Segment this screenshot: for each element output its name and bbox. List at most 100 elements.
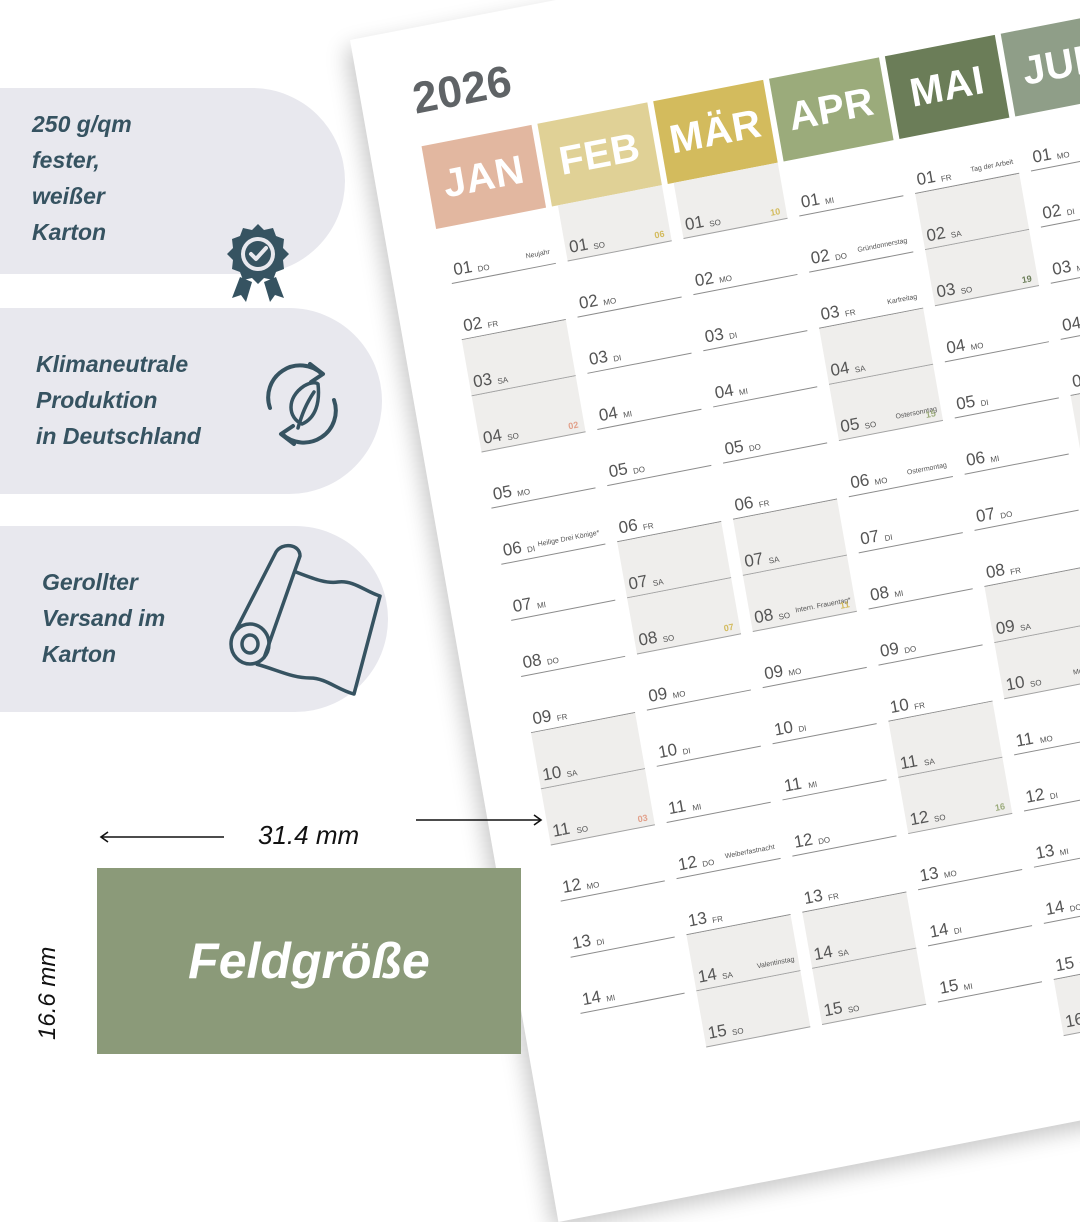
weekday-label: DO [701,857,716,869]
weekday-label: SO [731,1026,745,1038]
weekday-label: MI [1059,846,1070,858]
day-number: 05 [491,481,514,504]
day-number: 15 [822,997,844,1021]
day-number: 07 [742,548,765,572]
width-label: 31.4 mm [258,820,360,850]
day-number: 05 [607,459,630,482]
week-number: 06 [653,228,666,241]
feature-pill-climate: Klimaneutrale Produktion in Deutschland [0,308,382,494]
weekday-label: SA [652,577,665,589]
weekday-label: DI [883,532,894,544]
day-number: 01 [915,166,938,190]
day-number: 07 [974,503,997,527]
calendar-year: 2026 [409,56,516,124]
weekday-label: SO [847,1003,861,1015]
weekday-label: DO [817,835,831,847]
weekday-label: DO [632,464,646,476]
weekday-label: DI [728,330,738,342]
weekday-label: DO [476,262,491,274]
day-number: 09 [531,706,553,729]
day-number: 14 [1043,896,1066,920]
weekday-label: DO [834,251,848,263]
day-number: 02 [461,313,484,336]
feature-text-paper: 250 g/qm fester, weißer Karton [32,111,132,245]
day-number: 10 [1004,672,1027,695]
weekday-label: MI [536,600,547,611]
weekday-label: DI [595,937,606,948]
weekday-label: DO [903,644,918,656]
weekday-label: SA [837,947,850,959]
holiday-label: Muttertag [1072,664,1080,677]
day-number: 10 [656,739,679,763]
weekday-label: DO [999,509,1014,521]
weekday-label: DI [612,353,623,364]
day-number: 11 [550,818,572,841]
weekday-label: MO [873,475,889,487]
day-number: 08 [636,627,659,650]
day-number: 02 [577,290,600,313]
day-number: 09 [994,616,1017,639]
weekday-label: SO [1029,677,1043,689]
weekday-label: MI [691,802,703,813]
weekday-label: SA [950,228,963,240]
day-number: 03 [819,301,842,325]
day-number: 11 [1014,728,1035,751]
feature-text-shipping: Gerollter Versand im Karton [42,569,166,667]
day-number: 04 [481,425,504,448]
weekday-label: MO [602,296,617,308]
weekday-label: SA [1019,621,1032,633]
month-columns: JAN 01 DO Neujahr 02 FR 03 SA 04 SO 05 MO 02 06 DI Heil… [350,0,1080,1048]
weekday-label: MI [824,195,835,207]
day-number: 03 [934,279,957,302]
day-number: 12 [908,807,931,830]
day-number: 01 [451,257,474,280]
day-number: 03 [703,324,726,347]
weekday-label: DI [526,544,536,555]
day-number: 08 [868,582,891,605]
week-number: 15 [924,408,937,420]
holiday-label: Tag der Arbeit [970,158,1014,174]
weekday-label: FR [1009,565,1022,577]
day-number: 11 [666,796,688,819]
day-number: 05 [723,436,745,459]
weekday-label: FR [827,891,840,903]
day-number: 10 [888,694,911,718]
holiday-label: Ostermontag [906,461,948,477]
weekday-label: MO [671,689,687,701]
week-number: 02 [567,419,580,432]
day-number: 04 [1060,312,1080,336]
day-number: 09 [762,661,785,684]
day-number: 12 [1024,784,1046,807]
week-number: 03 [636,812,649,825]
day-number: 16 [1063,1009,1080,1032]
weekday-label: MI [1075,262,1080,274]
holiday-label: Karfreitag [886,293,918,307]
day-number: 02 [809,245,832,268]
weekday-label: MI [605,993,616,1004]
weekday-label: SA [768,554,781,566]
weekday-label: FR [711,914,724,925]
day-number: 05 [954,391,977,414]
day-number: 12 [676,852,699,875]
width-arrow-left [98,830,224,843]
feature-pill-paper: 250 g/qm fester, weißer Karton [0,88,345,302]
day-number: 04 [713,380,736,403]
weekday-label: SA [721,970,734,982]
day-number: 07 [858,526,881,549]
day-number: 14 [812,941,835,965]
recycle-leaf-icon [258,352,346,461]
weekday-label: MI [807,779,818,791]
weekday-label: DI [681,746,692,757]
day-number: 06 [501,537,524,561]
weekday-label: DO [748,442,762,454]
weekday-label: DI [1049,790,1059,802]
day-number: 02 [925,223,947,246]
day-number: 12 [560,874,583,897]
weekday-label: SO [960,284,974,296]
day-number: 05 [838,414,861,437]
day-number: 04 [944,335,967,358]
weekday-label: MI [963,981,974,993]
day-number: 13 [570,930,593,954]
day-number: 07 [511,593,534,617]
field-size-label: Feldgröße [188,933,430,989]
